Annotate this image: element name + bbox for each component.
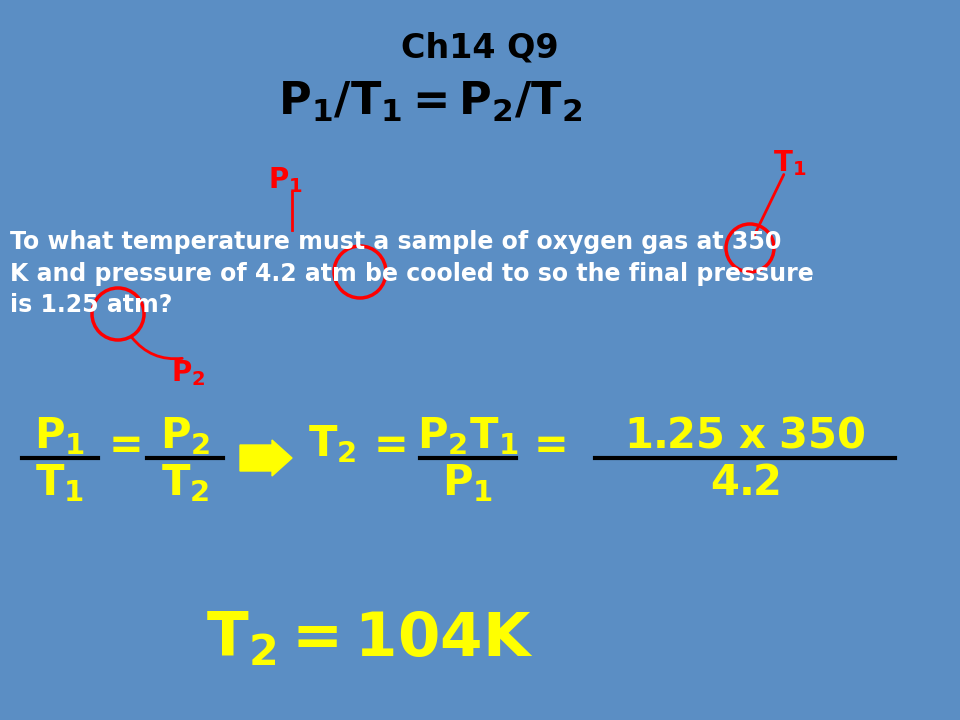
Text: $\mathbf{P_2}$: $\mathbf{P_2}$: [171, 358, 205, 388]
Text: $\mathbf{P_1}$: $\mathbf{P_1}$: [268, 165, 302, 195]
Text: $\mathbf{T_1}$: $\mathbf{T_1}$: [36, 462, 84, 504]
Text: $\mathbf{T_2}$: $\mathbf{T_2}$: [308, 423, 356, 465]
Text: $\mathbf{=}$: $\mathbf{=}$: [100, 423, 140, 465]
Text: $\mathbf{P_2T_1}$: $\mathbf{P_2T_1}$: [418, 415, 518, 457]
Text: $\mathbf{P_2}$: $\mathbf{P_2}$: [159, 415, 210, 457]
Text: $\mathbf{=}$: $\mathbf{=}$: [525, 423, 565, 465]
Text: $\mathbf{4.2}$: $\mathbf{4.2}$: [710, 462, 780, 504]
FancyArrow shape: [240, 440, 292, 476]
Text: Ch14 Q9: Ch14 Q9: [401, 32, 559, 65]
Text: $\mathbf{T_2}$: $\mathbf{T_2}$: [160, 462, 209, 504]
Text: $\mathbf{T_2 = 104K}$: $\mathbf{T_2 = 104K}$: [206, 610, 534, 669]
Text: $\mathbf{T_1}$: $\mathbf{T_1}$: [773, 148, 806, 178]
Text: $\mathbf{1.25\ x\ 350}$: $\mathbf{1.25\ x\ 350}$: [624, 415, 866, 457]
Text: $\mathbf{=}$: $\mathbf{=}$: [365, 423, 405, 465]
Text: $\mathbf{P_1}$: $\mathbf{P_1}$: [443, 462, 493, 504]
Text: $\mathbf{P_1}$: $\mathbf{P_1}$: [35, 415, 85, 457]
Text: To what temperature must a sample of oxygen gas at 350
K and pressure of 4.2 atm: To what temperature must a sample of oxy…: [10, 230, 814, 318]
Text: $\mathbf{P_1/T_1 = P_2/T_2}$: $\mathbf{P_1/T_1 = P_2/T_2}$: [277, 80, 582, 124]
